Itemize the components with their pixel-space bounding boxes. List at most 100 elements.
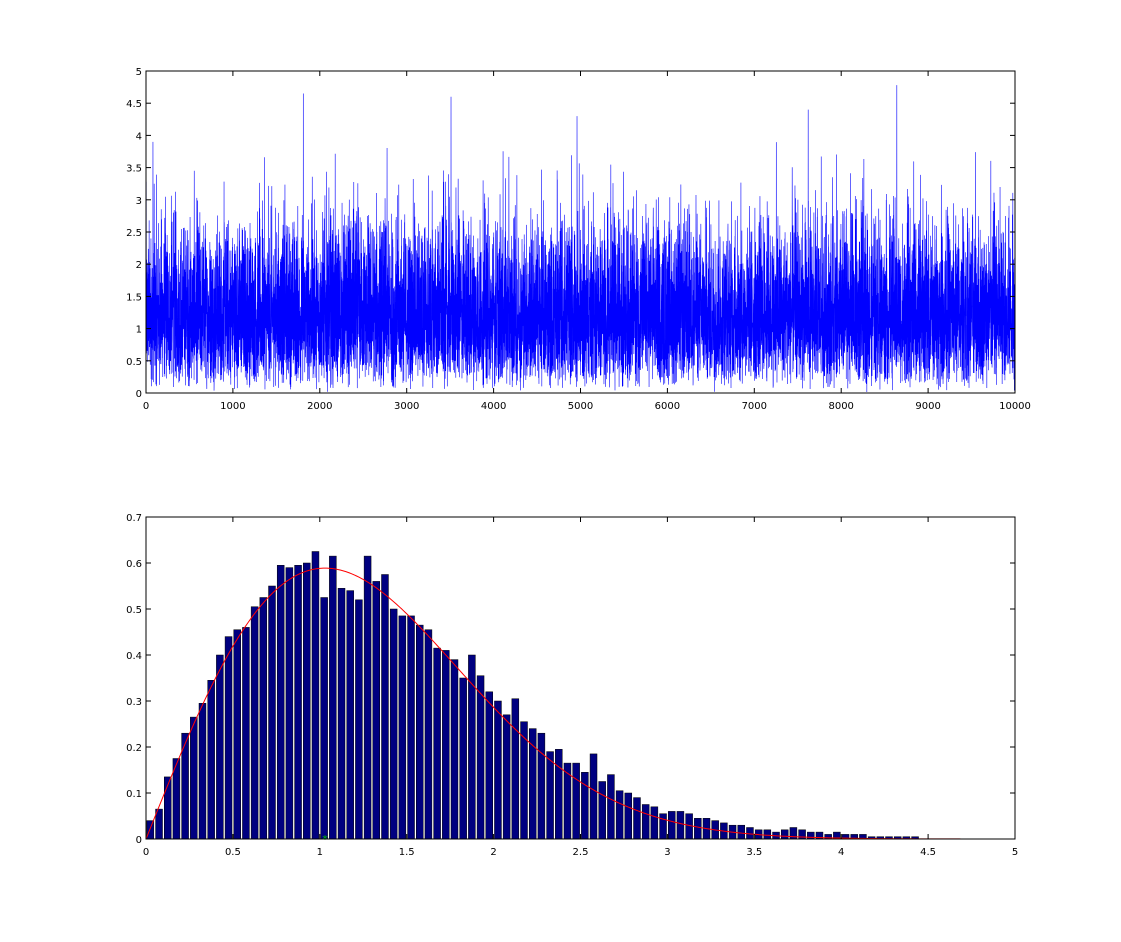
histogram-bar	[485, 691, 493, 840]
histogram-bar	[641, 804, 650, 840]
histogram-bar	[276, 565, 285, 840]
ts-y-tick-label: 3.5	[126, 164, 142, 175]
histogram-bar	[363, 555, 372, 840]
ts-y-tick-label: 0.5	[126, 357, 142, 368]
ts-x-tick-label: 5000	[568, 401, 593, 412]
histogram-bar	[468, 654, 476, 840]
histogram-bar	[511, 698, 520, 840]
histogram-bar	[789, 827, 798, 840]
hist-x-tick-label: 2.5	[573, 847, 589, 858]
ts-x-tick-label: 6000	[655, 401, 680, 412]
histogram-bar	[459, 677, 467, 840]
hist-y-tick-label: 0.1	[126, 789, 142, 800]
histogram-bar	[450, 659, 459, 840]
histogram-bar	[668, 811, 676, 840]
hist-y-tick-label: 0.4	[126, 651, 142, 662]
histogram-bar	[502, 714, 511, 840]
time-series-x-axis: 0 1000 2000 3000 4000 5000 6000 7000 8000 9000 100…	[143, 71, 1031, 412]
ts-x-tick-label: 3000	[394, 401, 419, 412]
time-series-line	[145, 85, 1016, 393]
histogram-bar	[659, 813, 667, 840]
histogram-bar	[763, 829, 772, 840]
hist-y-tick-label: 0.5	[126, 605, 142, 616]
histogram-bar	[572, 762, 580, 840]
ts-x-tick-label: 0	[143, 401, 149, 412]
hist-x-tick-label: 2	[490, 847, 496, 858]
histogram-bar	[537, 732, 546, 840]
histogram-bar	[589, 753, 598, 840]
histogram-bar	[346, 590, 354, 840]
histogram-bar	[398, 615, 407, 840]
ts-x-tick-label: 8000	[828, 401, 853, 412]
ts-y-tick-label: 2.5	[126, 228, 142, 239]
ts-x-tick-label: 9000	[915, 401, 940, 412]
histogram-bar	[190, 716, 198, 840]
histogram-bar	[433, 647, 441, 840]
hist-x-tick-label: 3.5	[746, 847, 762, 858]
hist-x-tick-label: 1	[317, 847, 323, 858]
ts-y-tick-label: 5	[136, 67, 142, 78]
histogram-bar	[303, 562, 311, 840]
histogram-bar	[285, 567, 294, 840]
hist-y-tick-label: 0.3	[126, 697, 142, 708]
histogram-bar	[581, 772, 589, 840]
ts-x-tick-label: 7000	[742, 401, 767, 412]
hist-x-tick-label: 4	[838, 847, 844, 858]
histogram-bar	[650, 806, 659, 840]
histogram-bar	[294, 565, 302, 840]
histogram-bar	[224, 636, 233, 840]
ts-y-tick-label: 4.5	[126, 99, 142, 110]
histogram-bar	[633, 797, 641, 840]
histogram-x-axis: 0 0.5 1 1.5 2 2.5 3 3.5 4 4.5 5	[143, 517, 1018, 858]
histogram-bar	[624, 792, 633, 840]
histogram-bar	[389, 608, 398, 840]
hist-y-tick-label: 0.7	[126, 513, 142, 524]
histogram-bar	[494, 700, 502, 840]
histogram-bar	[442, 650, 450, 840]
hist-x-tick-label: 0.5	[225, 847, 241, 858]
histogram-bars	[146, 551, 919, 840]
time-series-trace	[145, 85, 1016, 393]
histogram-bar	[737, 824, 745, 840]
histogram-plot: * 0 0.5 1 1.5 2 2.5 3 3.5 4 4.5 5 00.10.20.30.40.5…	[126, 513, 1018, 858]
histogram-bar	[233, 629, 241, 840]
hist-y-tick-label: 0	[136, 835, 142, 846]
histogram-bar	[329, 555, 337, 840]
histogram-bar	[268, 585, 276, 840]
histogram-bar	[355, 599, 363, 840]
time-series-plot: 0 1000 2000 3000 4000 5000 6000 7000 8000 9000 100…	[126, 67, 1031, 412]
histogram-bar	[250, 606, 259, 840]
histogram-bar	[259, 597, 268, 840]
ts-y-tick-label: 1	[136, 325, 142, 336]
histogram-bar	[555, 749, 563, 840]
hist-x-tick-label: 0	[143, 847, 149, 858]
histogram-bar	[607, 774, 615, 840]
histogram-bar	[476, 675, 485, 840]
hist-y-tick-label: 0.6	[126, 559, 142, 570]
histogram-bar	[615, 790, 624, 840]
histogram-y-axis: 0 0.1 0.2 0.3 0.4 0.5 0.6 0.7	[126, 513, 1015, 846]
time-series-y-axis: 0 0.5 1 1.5 2 2.5 3 3.5 4 4.5 5	[126, 67, 1015, 400]
histogram-bar	[598, 781, 606, 840]
ts-x-tick-label: 2000	[307, 401, 332, 412]
ts-y-tick-label: 3	[136, 196, 142, 207]
histogram-bar	[694, 818, 702, 840]
histogram-bar	[320, 597, 328, 840]
ts-x-tick-label: 1000	[220, 401, 245, 412]
histogram-bar	[676, 811, 685, 840]
ts-y-tick-label: 1.5	[126, 292, 142, 303]
histogram-bar	[198, 703, 207, 840]
hist-y-tick-label: 0.2	[126, 743, 142, 754]
ts-y-tick-label: 0	[136, 389, 142, 400]
fitted-curve	[145, 567, 1015, 840]
histogram-bar	[372, 581, 381, 840]
histogram-bar	[407, 615, 415, 840]
histogram-bar	[807, 831, 815, 840]
ts-y-tick-label: 2	[136, 260, 142, 271]
histogram-bar	[798, 829, 806, 840]
hist-x-tick-label: 1.5	[399, 847, 415, 858]
histogram-bar	[207, 680, 215, 840]
histogram-bar	[216, 654, 224, 840]
hist-x-tick-label: 4.5	[920, 847, 936, 858]
histogram-bar	[546, 751, 554, 840]
